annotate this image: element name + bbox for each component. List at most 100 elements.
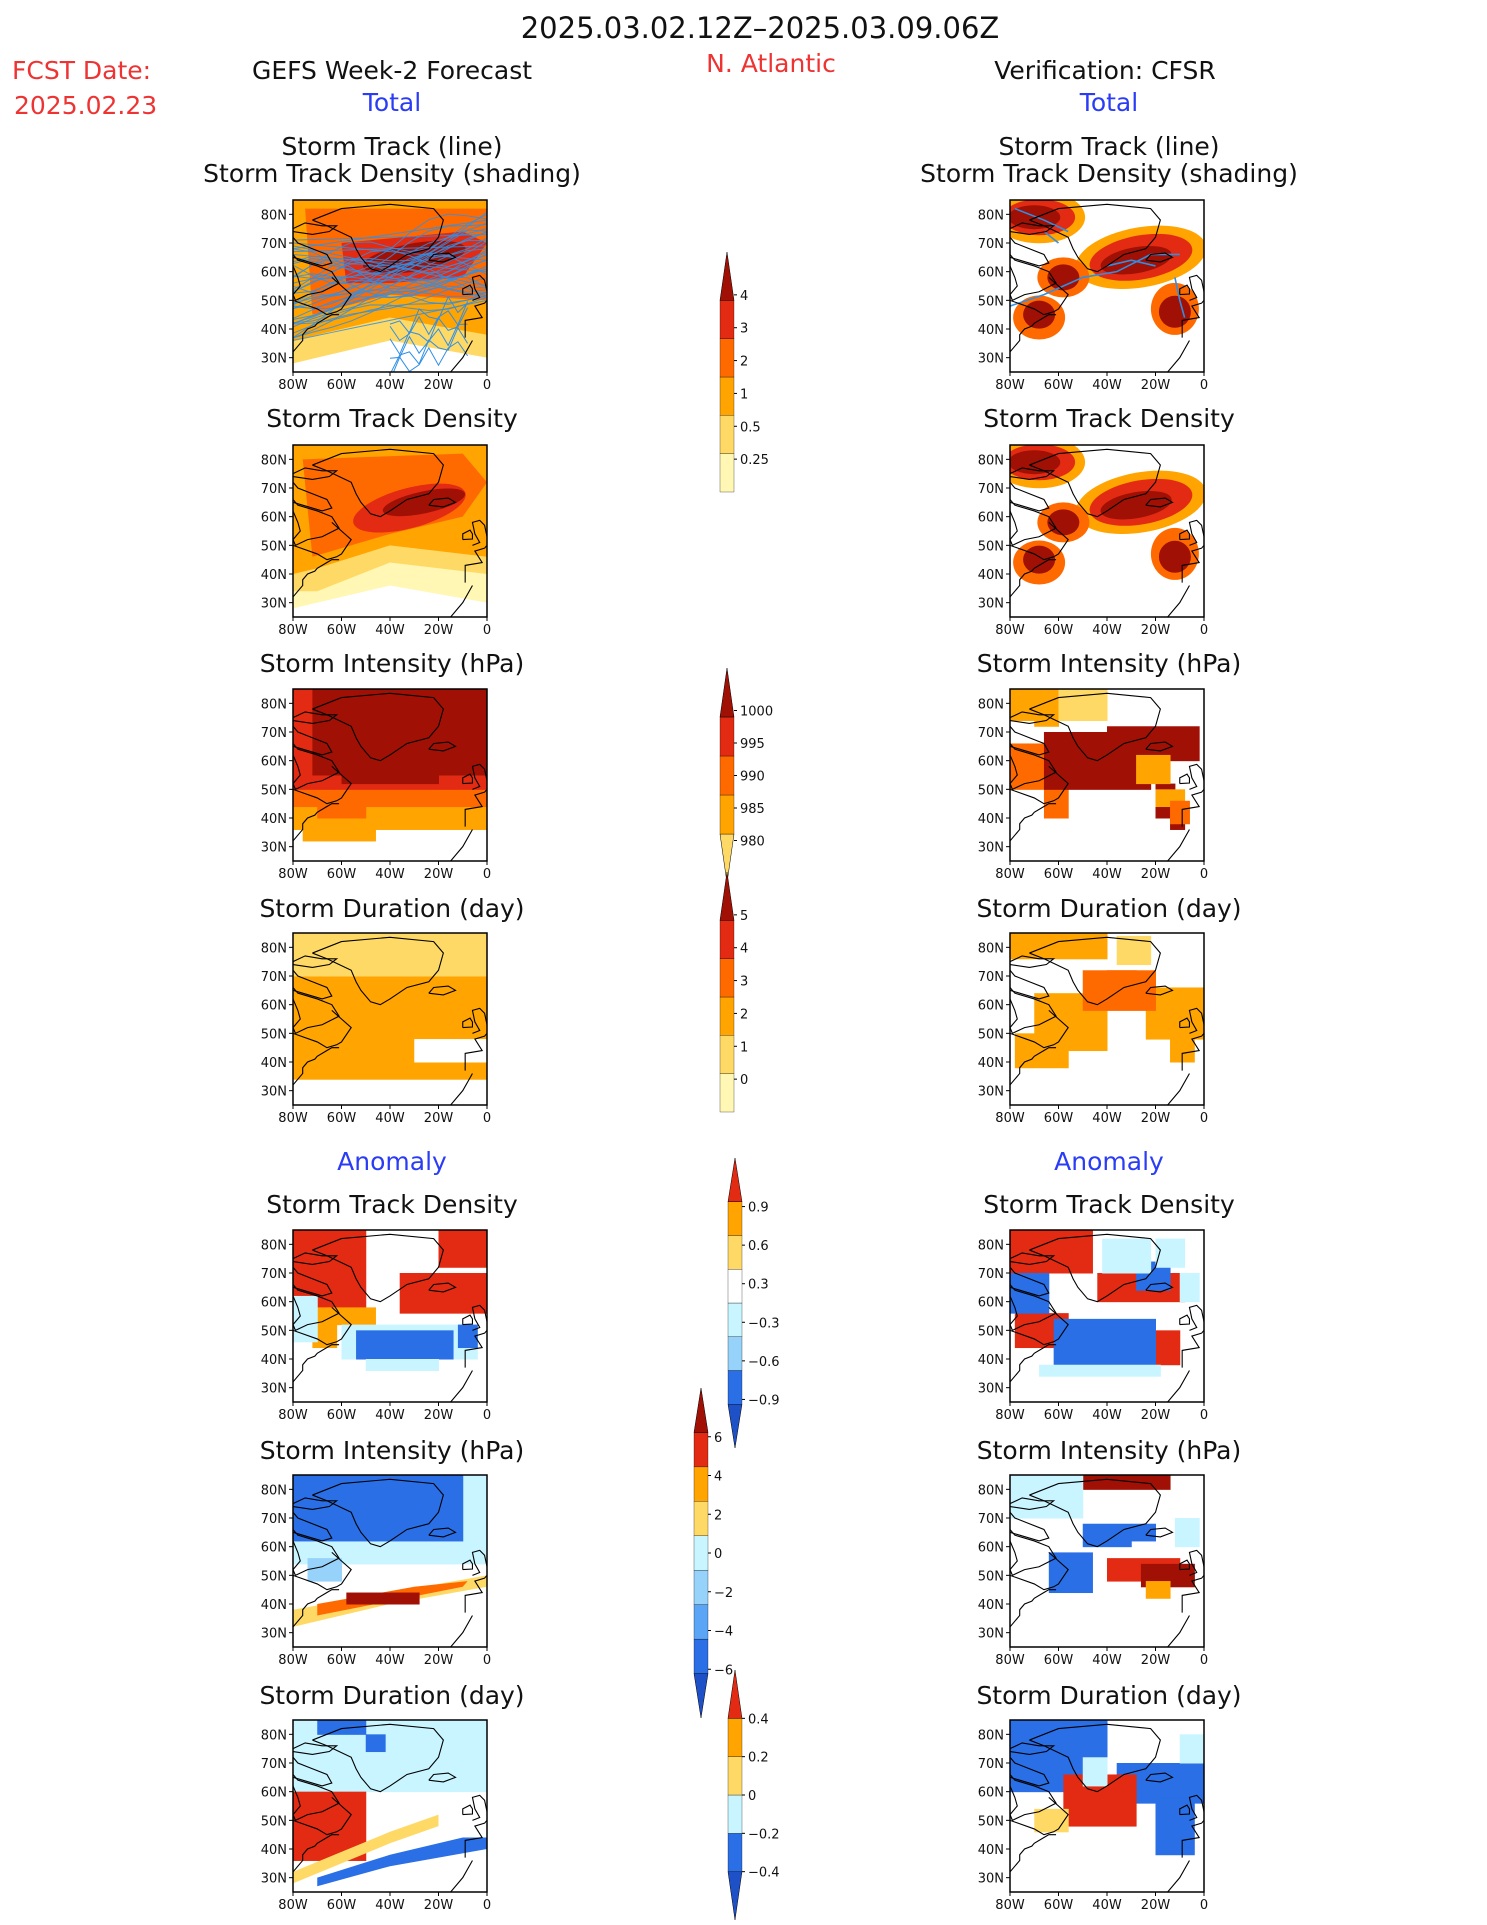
- x-tick-label: 0: [483, 867, 491, 882]
- panel-title-duration-anom-right: Storm Duration (day): [976, 1681, 1241, 1710]
- colorbar-tick-label: 4: [714, 1470, 722, 1485]
- duration-anomaly-colorbar: 0.4 0.2 0 −0.2 −0.4: [727, 1669, 780, 1921]
- fcst-date-label: FCST Date:: [12, 56, 151, 85]
- y-tick-label: 60N: [261, 1541, 287, 1556]
- x-tick-label: 40W: [375, 1111, 405, 1126]
- y-tick-label: 30N: [978, 352, 1004, 367]
- y-tick-label: 50N: [261, 1814, 287, 1829]
- x-tick-label: 20W: [1141, 867, 1171, 882]
- y-tick-label: 40N: [978, 1843, 1004, 1858]
- colorbar-swatch: [719, 958, 735, 998]
- y-tick-label: 70N: [978, 482, 1004, 497]
- y-tick-label: 40N: [978, 1598, 1004, 1613]
- y-tick-label: 30N: [261, 352, 287, 367]
- colorbar-tick-label: 3: [740, 322, 748, 337]
- x-tick-label: 80W: [278, 1653, 308, 1668]
- colorbar-tick-label: 995: [740, 737, 765, 752]
- y-tick-label: 30N: [978, 1085, 1004, 1100]
- y-tick-label: 70N: [261, 726, 287, 741]
- y-tick-label: 30N: [978, 1872, 1004, 1887]
- y-tick-label: 80N: [978, 941, 1004, 956]
- x-tick-label: 0: [1200, 378, 1208, 393]
- colorbar-swatch: [693, 1466, 709, 1502]
- x-tick-label: 60W: [1044, 1408, 1074, 1423]
- colorbar-tick-label: 1: [740, 1040, 748, 1055]
- fcst-date-value: 2025.02.23: [14, 91, 157, 120]
- y-tick-label: 70N: [261, 970, 287, 985]
- x-tick-label: 0: [1200, 623, 1208, 638]
- x-tick-label: 40W: [375, 867, 405, 882]
- colorbar-swatch: [727, 1833, 743, 1872]
- x-tick-label: 0: [483, 1898, 491, 1913]
- y-tick-label: 80N: [261, 208, 287, 223]
- map-panel-0: 80W 60W 40W 20W 0 80N 70N 60N 50N 40N 30N: [261, 199, 491, 393]
- colorbar-tick-label: 0: [740, 1073, 748, 1088]
- colorbar-tick-label: 980: [740, 835, 765, 850]
- colorbar-swatch: [693, 1570, 709, 1605]
- y-tick-label: 60N: [978, 755, 1004, 770]
- x-tick-label: 60W: [327, 1898, 357, 1913]
- colorbar-tick-label: −0.2: [748, 1827, 780, 1842]
- colorbar-swatch: [719, 794, 735, 835]
- y-tick-label: 40N: [261, 1598, 287, 1613]
- y-tick-label: 70N: [261, 1267, 287, 1282]
- y-tick-label: 80N: [261, 453, 287, 468]
- colorbar-tick-label: 0.4: [748, 1712, 769, 1727]
- y-tick-label: 70N: [261, 482, 287, 497]
- x-tick-label: 80W: [278, 623, 308, 638]
- colorbar-swatch: [693, 1432, 709, 1468]
- panel-title-density-anom-left: Storm Track Density: [266, 1190, 518, 1219]
- y-tick-label: 80N: [978, 1728, 1004, 1743]
- y-tick-label: 80N: [261, 941, 287, 956]
- map-panel-5: 80W 60W 40W 20W 0 80N 70N 60N 50N 40N 30N: [978, 688, 1208, 882]
- x-tick-label: 60W: [327, 378, 357, 393]
- colorbar-tick-label: 0: [748, 1789, 756, 1804]
- colorbar-swatch: [727, 1302, 743, 1337]
- y-tick-label: 60N: [261, 266, 287, 281]
- x-tick-label: 60W: [1044, 623, 1074, 638]
- y-tick-label: 40N: [261, 323, 287, 338]
- x-tick-label: 40W: [375, 1898, 405, 1913]
- colorbar-tick-label: −2: [714, 1586, 733, 1601]
- x-tick-label: 80W: [278, 1408, 308, 1423]
- y-tick-label: 50N: [261, 539, 287, 554]
- y-tick-label: 60N: [978, 266, 1004, 281]
- x-tick-label: 0: [483, 1111, 491, 1126]
- date-range-title: 2025.03.02.12Z–2025.03.09.06Z: [521, 11, 1000, 45]
- y-tick-label: 40N: [261, 568, 287, 583]
- y-tick-label: 30N: [978, 597, 1004, 612]
- x-tick-label: 20W: [424, 867, 454, 882]
- colorbar-swatch: [693, 1604, 709, 1640]
- colorbar-tick-label: −0.3: [748, 1316, 780, 1331]
- y-tick-label: 30N: [978, 1627, 1004, 1642]
- colorbar-swatch: [719, 996, 735, 1036]
- x-tick-label: 20W: [424, 1111, 454, 1126]
- x-tick-label: 0: [1200, 1408, 1208, 1423]
- colorbar-swatch: [727, 1269, 743, 1304]
- colorbar-tick-label: 0.5: [740, 420, 761, 435]
- colorbar-tick-label: −0.4: [748, 1866, 780, 1881]
- x-tick-label: 0: [1200, 1653, 1208, 1668]
- colorbar-swatch: [727, 1871, 743, 1921]
- x-tick-label: 40W: [1092, 1111, 1122, 1126]
- y-tick-label: 80N: [978, 453, 1004, 468]
- colorbar-tick-label: 5: [740, 909, 748, 924]
- y-tick-label: 50N: [978, 1324, 1004, 1339]
- x-tick-label: 40W: [1092, 1653, 1122, 1668]
- colorbar-swatch: [727, 1718, 743, 1757]
- x-tick-label: 40W: [375, 623, 405, 638]
- x-tick-label: 80W: [995, 1653, 1025, 1668]
- y-tick-label: 30N: [978, 1382, 1004, 1397]
- x-tick-label: 40W: [1092, 1408, 1122, 1423]
- y-tick-label: 70N: [261, 1512, 287, 1527]
- y-tick-label: 40N: [978, 568, 1004, 583]
- colorbar-tick-label: −0.9: [748, 1393, 780, 1408]
- map-panel-4: 80W 60W 40W 20W 0 80N 70N 60N 50N 40N 30N: [261, 688, 491, 882]
- y-tick-label: 50N: [261, 1324, 287, 1339]
- colorbar-swatch: [719, 667, 735, 718]
- y-tick-label: 40N: [261, 1843, 287, 1858]
- x-tick-label: 60W: [1044, 1898, 1074, 1913]
- colorbar-swatch: [719, 1035, 735, 1074]
- colorbar-swatch: [693, 1673, 709, 1719]
